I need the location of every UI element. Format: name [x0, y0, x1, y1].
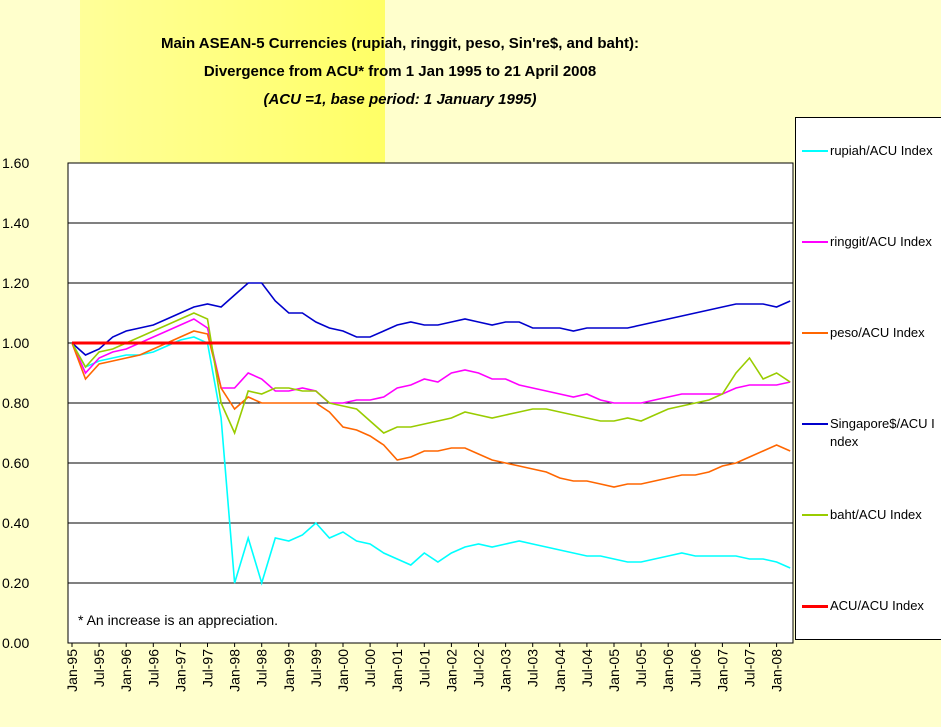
x-tick-label: Jan-98 — [227, 649, 243, 692]
legend-label: ACU/ACU Index — [830, 598, 924, 613]
y-tick-label: 1.20 — [2, 275, 29, 291]
chart-title: Main ASEAN-5 Currencies (rupiah, ringgit… — [161, 35, 639, 52]
plot-border — [67, 162, 794, 644]
x-tick-label: Jul-97 — [200, 649, 216, 687]
series-line — [71, 318, 791, 404]
x-tick-label: Jan-95 — [64, 649, 80, 692]
x-tick-label: Jan-96 — [118, 649, 134, 692]
x-tick-label: Jul-99 — [308, 649, 324, 687]
series-line — [71, 336, 791, 586]
x-tick-label: Jan-05 — [606, 649, 622, 692]
series-line — [71, 282, 791, 356]
x-tick-label: Jul-98 — [254, 649, 270, 687]
annotation: * An increase is an appreciation. — [78, 612, 278, 628]
y-tick-label: 0.80 — [2, 395, 29, 411]
legend-swatch — [802, 241, 828, 243]
x-tick-label: Jul-07 — [742, 649, 758, 687]
x-tick-label: Jan-99 — [281, 649, 297, 692]
y-tick-label: 0.60 — [2, 455, 29, 471]
y-tick-label: 0.00 — [2, 635, 29, 651]
y-tick-label: 1.60 — [2, 155, 29, 171]
y-tick-label: 0.40 — [2, 515, 29, 531]
y-tick-label: 1.40 — [2, 215, 29, 231]
x-tick-label: Jul-02 — [471, 649, 487, 687]
legend-label: peso/ACU Index — [830, 325, 925, 340]
x-tick-label: Jul-03 — [525, 649, 541, 687]
x-tick-label: Jan-08 — [769, 649, 785, 692]
highlight — [80, 0, 385, 163]
x-tick-label: Jul-04 — [579, 649, 595, 687]
x-tick-label: Jan-00 — [335, 649, 351, 692]
series-line — [71, 330, 791, 488]
legend-label: baht/ACU Index — [830, 507, 922, 522]
x-tick-label: Jan-97 — [172, 649, 188, 692]
x-tick-label: Jul-96 — [145, 649, 161, 687]
legend-swatch — [802, 423, 828, 425]
y-tick-label: 0.20 — [2, 575, 29, 591]
legend-swatch — [802, 514, 828, 516]
x-tick-label: Jul-00 — [362, 649, 378, 687]
legend-label: Singapore$/ACU Index — [830, 416, 935, 449]
chart-subtitle: Divergence from ACU* from 1 Jan 1995 to … — [204, 63, 596, 80]
chart-note: (ACU =1, base period: 1 January 1995) — [263, 91, 536, 108]
x-tick-label: Jan-07 — [714, 649, 730, 692]
legend-label: ringgit/ACU Index — [830, 234, 932, 249]
legend-swatch — [802, 150, 828, 152]
legend-label: rupiah/ACU Index — [830, 143, 933, 158]
x-tick-label: Jul-01 — [416, 649, 432, 687]
x-tick-label: Jul-95 — [91, 649, 107, 687]
legend-swatch — [802, 332, 828, 334]
legend: rupiah/ACU Index ringgit/ACU Index peso/AC… — [795, 117, 941, 640]
x-tick-label: Jul-06 — [687, 649, 703, 687]
x-tick-label: Jan-06 — [660, 649, 676, 692]
x-tick-label: Jan-01 — [389, 649, 405, 692]
x-tick-label: Jan-03 — [498, 649, 514, 692]
x-tick-label: Jul-05 — [633, 649, 649, 687]
x-tick-label: Jan-04 — [552, 649, 568, 692]
x-tick-label: Jan-02 — [443, 649, 459, 692]
y-tick-label: 1.00 — [2, 335, 29, 351]
series-line — [71, 312, 791, 436]
legend-swatch — [802, 605, 828, 608]
